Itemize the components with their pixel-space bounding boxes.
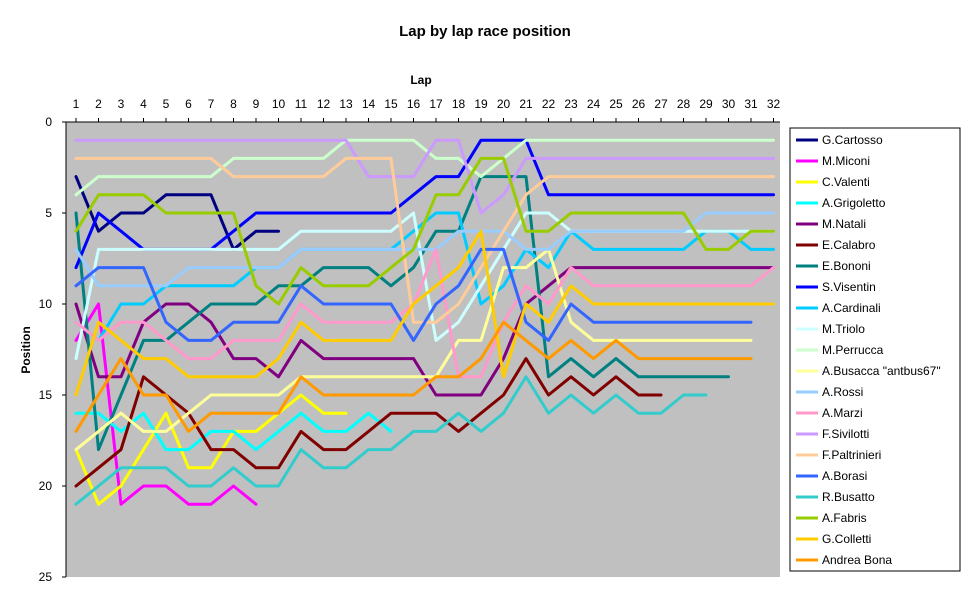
legend-entry: E.Bononi [822, 259, 871, 273]
legend-entry: G.Cartosso [822, 133, 883, 147]
legend: G.Cartosso M.Miconi C.Valenti A.Grigoletto M… [796, 133, 941, 567]
x-tick-label: 11 [295, 97, 308, 111]
series-line-19 [74, 229, 775, 397]
legend-entry: A.Borasi [822, 469, 867, 483]
x-tick-label: 31 [744, 97, 758, 111]
x-tick-label: 2 [95, 97, 102, 111]
legend-entry: A.Marzi [822, 406, 863, 420]
x-tick-group: 1 2 3 4 5 6 7 8 9 10 11 12 13 14 15 16 17 18 19 20 21 22 23 24 2… [73, 97, 781, 122]
plot-area [66, 122, 780, 577]
x-tick-label: 28 [677, 97, 691, 111]
legend-entry: Andrea Bona [822, 553, 892, 567]
series-line-10 [74, 138, 775, 197]
x-tick-label: 8 [230, 97, 237, 111]
x-tick-label: 7 [208, 97, 215, 111]
x-tick-label: 9 [253, 97, 260, 111]
y-tick-label: 25 [39, 570, 53, 584]
legend-entry: A.Fabris [822, 511, 867, 525]
legend-entry: M.Miconi [822, 154, 870, 168]
x-tick-label: 17 [429, 97, 443, 111]
x-tick-label: 3 [118, 97, 125, 111]
legend-entry: R.Busatto [822, 490, 875, 504]
x-tick-label: 14 [362, 97, 376, 111]
legend-entry: A.Rossi [822, 385, 863, 399]
legend-entry: C.Valenti [822, 175, 870, 189]
series-line-1 [74, 302, 258, 506]
series-line-13 [74, 247, 775, 379]
y-tick-label: 5 [45, 206, 52, 220]
legend-box [789, 127, 961, 572]
x-axis-title: Lap [410, 73, 431, 87]
x-tick-label: 24 [587, 97, 601, 111]
series-line-20 [74, 320, 753, 433]
x-tick-label: 12 [317, 97, 331, 111]
legend-entry: G.Colletti [822, 532, 871, 546]
legend-entry: A.Cardinali [822, 301, 881, 315]
x-tick-label: 16 [407, 97, 421, 111]
legend-entry: M.Perrucca [822, 343, 884, 357]
x-tick-label: 26 [632, 97, 646, 111]
legend-entry: A.Grigoletto [822, 196, 886, 210]
legend-entry: F.Paltrinieri [822, 448, 881, 462]
series-line-5 [74, 357, 663, 488]
x-tick-label: 29 [699, 97, 713, 111]
legend-entry: F.Sivilotti [822, 427, 869, 441]
y-tick-label: 15 [39, 388, 53, 402]
x-tick-label: 22 [542, 97, 556, 111]
series-line-12 [74, 211, 775, 288]
y-tick-label: 0 [45, 115, 52, 129]
series-line-17 [74, 375, 708, 506]
series-line-2 [74, 393, 348, 506]
x-tick-label: 4 [140, 97, 147, 111]
x-tick-label: 21 [519, 97, 533, 111]
x-tick-label: 19 [474, 97, 488, 111]
x-tick-label: 15 [384, 97, 398, 111]
x-tick-label: 32 [767, 97, 781, 111]
series-line-6 [74, 175, 730, 452]
legend-entry: S.Visentin [822, 280, 876, 294]
series-line-18 [74, 156, 775, 306]
legend-entry: M.Triolo [822, 322, 865, 336]
x-tick-label: 13 [339, 97, 353, 111]
y-tick-label: 20 [39, 479, 53, 493]
series-layer [74, 138, 775, 506]
legend-entry: E.Calabro [822, 238, 876, 252]
series-line-11 [74, 247, 753, 452]
x-tick-label: 27 [654, 97, 668, 111]
x-tick-label: 1 [73, 97, 80, 111]
legend-entry: A.Busacca "antbus67" [822, 364, 941, 378]
x-tick-label: 25 [609, 97, 623, 111]
x-tick-label: 5 [163, 97, 170, 111]
x-tick-label: 18 [452, 97, 466, 111]
x-tick-label: 23 [564, 97, 578, 111]
y-tick-label: 10 [39, 297, 53, 311]
series-line-14 [74, 138, 775, 215]
x-tick-label: 20 [497, 97, 511, 111]
x-tick-label: 30 [722, 97, 736, 111]
legend-entry: M.Natali [822, 217, 866, 231]
x-tick-label: 10 [272, 97, 286, 111]
series-line-16 [74, 247, 753, 342]
y-tick-group: 0 5 10 15 20 25 [39, 115, 66, 584]
x-tick-label: 6 [185, 97, 192, 111]
y-axis-title: Position [19, 326, 33, 373]
chart-title: Lap by lap race position [399, 23, 571, 40]
